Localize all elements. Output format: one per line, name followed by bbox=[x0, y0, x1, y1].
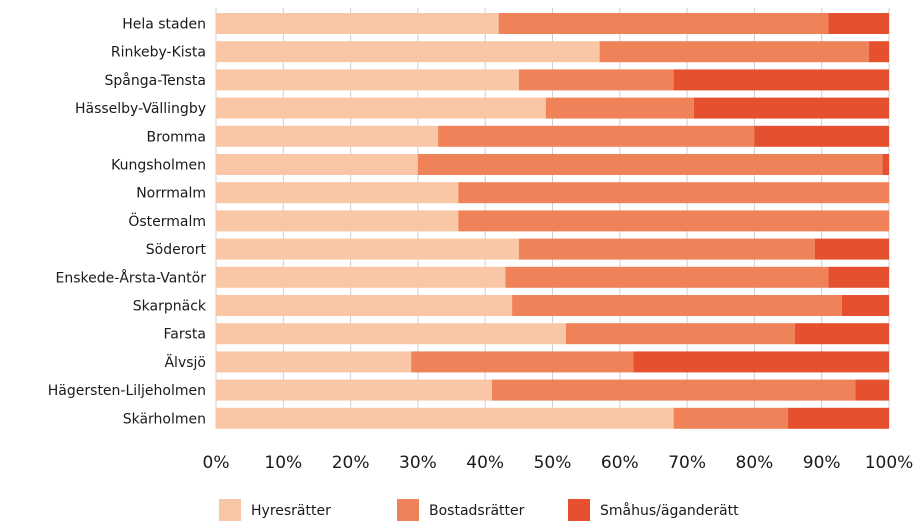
bar-hyresratter-hagersten-liljeholmen bbox=[216, 379, 492, 401]
x-tick-label: 100% bbox=[865, 453, 914, 473]
x-tick-label: 80% bbox=[736, 453, 774, 473]
bar-hyresratter-soderort bbox=[216, 238, 519, 260]
bar-smahus-aganderatt-alvsjo bbox=[633, 351, 889, 373]
bar-hyresratter-enskede-arsta-vantor bbox=[216, 266, 506, 288]
bar-smahus-aganderatt-skarholmen bbox=[788, 407, 889, 429]
x-tick-label: 30% bbox=[399, 453, 437, 473]
category-label: Hela staden bbox=[122, 17, 206, 33]
bar-hyresratter-alvsjo bbox=[216, 351, 412, 373]
bar-smahus-aganderatt-hagersten-liljeholmen bbox=[855, 379, 889, 401]
bars bbox=[216, 13, 889, 429]
category-label: Skarpnäck bbox=[133, 299, 207, 315]
bar-hyresratter-ostermalm bbox=[216, 210, 459, 232]
category-labels: Hela staden Rinkeby-Kista Spånga-Tensta Häs… bbox=[48, 17, 207, 428]
category-label: Rinkeby-Kista bbox=[111, 45, 206, 61]
bar-hyresratter-skarholmen bbox=[216, 407, 674, 429]
x-tick-label: 40% bbox=[466, 453, 504, 473]
bar-bostadsratter-norrmalm bbox=[458, 182, 889, 204]
category-label: Enskede-Årsta-Vantör bbox=[56, 269, 207, 286]
bar-bostadsratter-skarpnack bbox=[512, 295, 842, 316]
bar-smahus-aganderatt-hela-staden bbox=[828, 13, 889, 34]
x-tick-label: 10% bbox=[264, 453, 302, 473]
bar-bostadsratter-spanga-tensta bbox=[518, 69, 674, 91]
category-label: Farsta bbox=[164, 327, 206, 343]
category-label: Östermalm bbox=[128, 212, 206, 230]
bar-bostadsratter-farsta bbox=[565, 323, 795, 345]
bar-smahus-aganderatt-skarpnack bbox=[841, 295, 889, 316]
x-tick-label: 50% bbox=[534, 453, 572, 473]
bar-smahus-aganderatt-hasselby-vallingby bbox=[693, 97, 889, 119]
legend-label-bostadsratter: Bostadsrätter bbox=[429, 503, 525, 519]
bar-bostadsratter-skarholmen bbox=[673, 407, 789, 429]
x-tick-label: 60% bbox=[601, 453, 639, 473]
legend-label-hyresratter: Hyresrätter bbox=[251, 503, 331, 519]
category-label: Bromma bbox=[147, 129, 206, 145]
bar-smahus-aganderatt-farsta bbox=[794, 323, 889, 345]
bar-bostadsratter-hagersten-liljeholmen bbox=[491, 379, 856, 401]
bar-bostadsratter-enskede-arsta-vantor bbox=[505, 266, 829, 288]
bar-smahus-aganderatt-enskede-arsta-vantor bbox=[828, 266, 889, 288]
bar-hyresratter-bromma bbox=[216, 125, 439, 147]
x-tick-label: 20% bbox=[332, 453, 370, 473]
category-label: Hässelby-Vällingby bbox=[75, 101, 206, 117]
bar-hyresratter-spanga-tensta bbox=[216, 69, 519, 91]
legend-label-smahus-aganderatt: Småhus/äganderätt bbox=[600, 502, 739, 519]
category-label: Skärholmen bbox=[123, 411, 206, 427]
legend-swatch-bostadsratter bbox=[397, 499, 419, 521]
bar-bostadsratter-alvsjo bbox=[411, 351, 634, 373]
bar-bostadsratter-ostermalm bbox=[458, 210, 889, 232]
bar-bostadsratter-rinkeby-kista bbox=[599, 41, 869, 63]
bar-bostadsratter-soderort bbox=[518, 238, 815, 260]
bar-hyresratter-kungsholmen bbox=[216, 154, 418, 175]
bar-hyresratter-norrmalm bbox=[216, 182, 459, 204]
bar-bostadsratter-kungsholmen bbox=[417, 154, 883, 175]
bar-bostadsratter-hela-staden bbox=[498, 13, 829, 34]
x-tick-label: 90% bbox=[803, 453, 841, 473]
bar-smahus-aganderatt-soderort bbox=[814, 238, 889, 260]
legend-swatch-smahus-aganderatt bbox=[568, 499, 590, 521]
category-label: Hägersten-Liljeholmen bbox=[48, 383, 206, 399]
category-label: Älvsjö bbox=[164, 353, 206, 371]
bar-hyresratter-farsta bbox=[216, 323, 566, 345]
bar-smahus-aganderatt-rinkeby-kista bbox=[868, 41, 889, 63]
bar-smahus-aganderatt-spanga-tensta bbox=[673, 69, 889, 91]
bar-bostadsratter-bromma bbox=[438, 125, 755, 147]
x-tick-label: 70% bbox=[668, 453, 706, 473]
bar-hyresratter-hasselby-vallingby bbox=[216, 97, 546, 119]
bar-bostadsratter-hasselby-vallingby bbox=[545, 97, 694, 119]
category-label: Spånga-Tensta bbox=[105, 72, 206, 89]
bar-smahus-aganderatt-kungsholmen bbox=[882, 154, 889, 175]
bar-hyresratter-hela-staden bbox=[216, 13, 499, 34]
category-label: Kungsholmen bbox=[111, 158, 206, 174]
legend: Hyresrätter Bostadsrätter Småhus/äganderät… bbox=[219, 499, 739, 521]
x-axis-tick-labels: 0% 10% 20% 30% 40% 50% 60% 70% 80% 90% 100% bbox=[203, 453, 914, 473]
category-label: Söderort bbox=[146, 242, 207, 258]
legend-swatch-hyresratter bbox=[219, 499, 241, 521]
x-tick-label: 0% bbox=[203, 453, 230, 473]
category-label: Norrmalm bbox=[136, 186, 206, 202]
bar-hyresratter-rinkeby-kista bbox=[216, 41, 600, 63]
bar-smahus-aganderatt-bromma bbox=[754, 125, 889, 147]
bar-hyresratter-skarpnack bbox=[216, 295, 513, 316]
